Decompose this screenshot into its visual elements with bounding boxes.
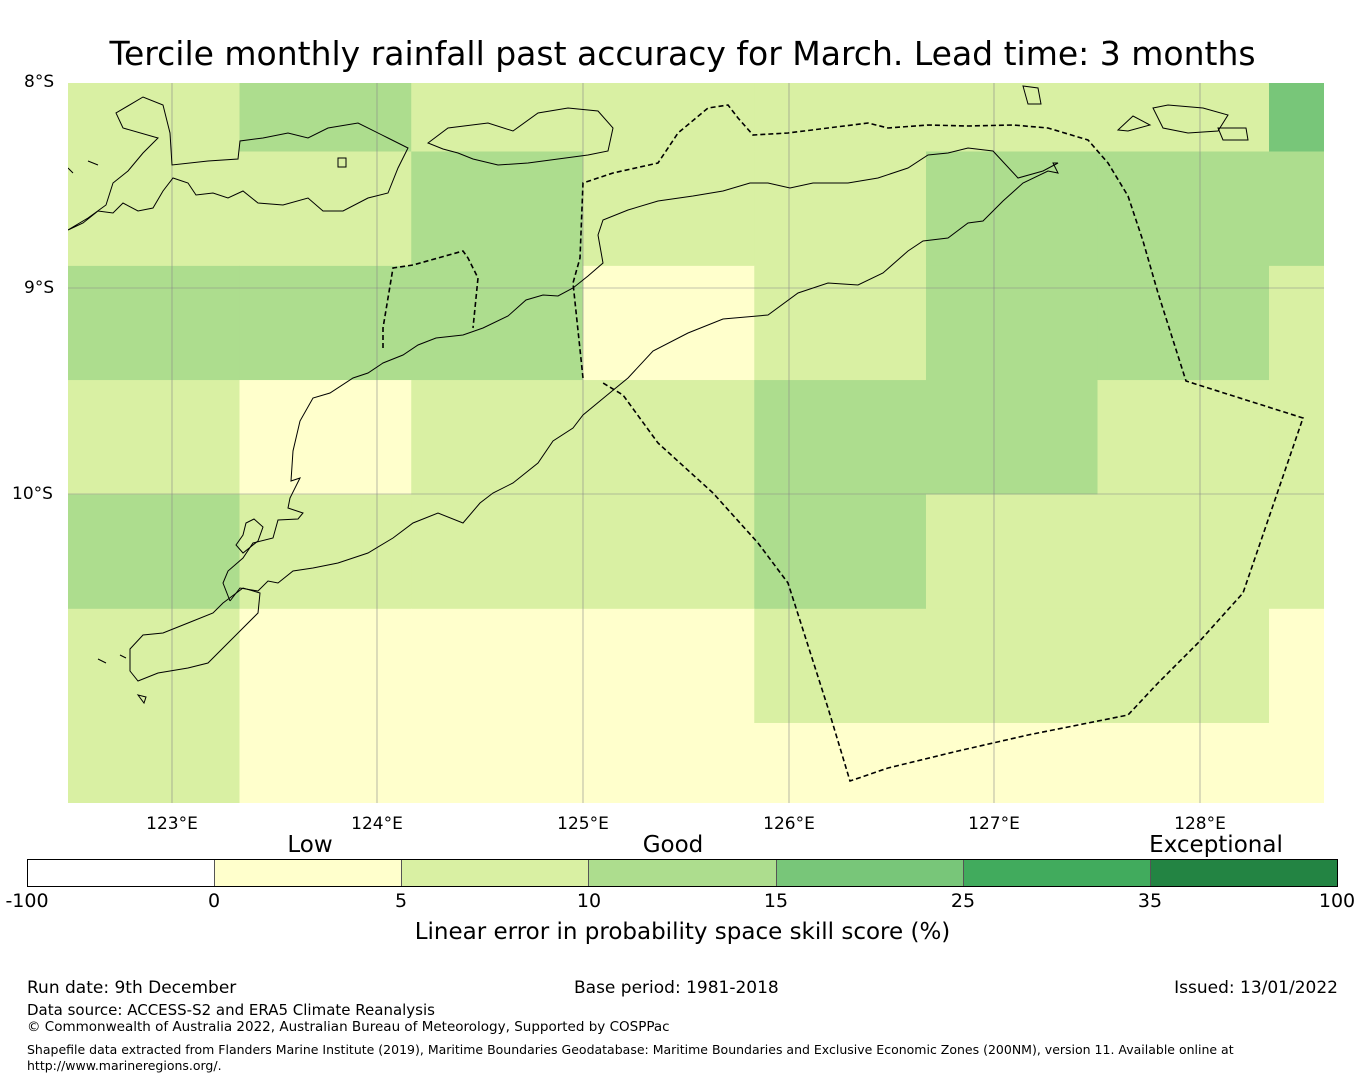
skill-cell (925, 83, 1099, 153)
data-source: Data source: ACCESS-S2 and ERA5 Climate … (27, 1001, 435, 1019)
colorbar-tick: 10 (576, 890, 602, 912)
skill-cell (411, 380, 584, 495)
skill-cell (925, 151, 1099, 267)
skill-cell (754, 494, 927, 610)
skill-cell (68, 608, 241, 724)
colorbar (27, 859, 1338, 887)
skill-cell (411, 608, 584, 724)
skill-cell (1097, 722, 1270, 803)
skill-cell (68, 380, 241, 495)
shapefile-credit-line2: http://www.marineregions.org/. (27, 1058, 222, 1073)
skill-cell (582, 380, 755, 495)
lon-label-124e: 124°E (351, 814, 403, 834)
colorbar-segment (963, 860, 1151, 886)
lat-label-8s: 8°S (24, 72, 55, 92)
skill-grid (68, 83, 1324, 803)
skill-cell (1269, 265, 1324, 381)
skill-cell (411, 83, 584, 153)
colorbar-segment (776, 860, 964, 886)
skill-cell (239, 265, 412, 381)
skill-cell (582, 265, 755, 381)
category-low: Low (287, 832, 333, 858)
skill-cell (925, 608, 1099, 724)
skill-cell (1097, 608, 1270, 724)
lon-label-125e: 125°E (557, 814, 609, 834)
skill-cell (411, 151, 584, 267)
skill-cell (582, 608, 755, 724)
lat-label-9s: 9°S (24, 278, 55, 298)
skill-cell (1269, 151, 1324, 267)
skill-cell (925, 265, 1099, 381)
skill-cell (68, 265, 241, 381)
lat-label-10s: 10°S (12, 484, 53, 504)
colorbar-label: Linear error in probability space skill … (414, 919, 951, 945)
lon-label-128e: 128°E (1174, 814, 1226, 834)
skill-cell (68, 722, 241, 803)
map-title: Tercile monthly rainfall past accuracy f… (109, 34, 1256, 73)
colorbar-tick: 5 (394, 890, 408, 912)
colorbar-segment (1150, 860, 1337, 886)
skill-cell (925, 722, 1099, 803)
lon-label-126e: 126°E (763, 814, 815, 834)
skill-cell (582, 494, 755, 610)
skill-cell (754, 83, 927, 153)
base-period: Base period: 1981-2018 (574, 978, 779, 998)
skill-cell (239, 722, 412, 803)
skill-cell (1097, 83, 1270, 153)
skill-cell (754, 608, 927, 724)
skill-cell (239, 83, 412, 153)
colorbar-segment (28, 860, 216, 886)
skill-cell (925, 494, 1099, 610)
skill-cell (754, 380, 927, 495)
shapefile-credit-line1: Shapefile data extracted from Flanders M… (27, 1042, 1234, 1057)
skill-cell (754, 722, 927, 803)
skill-cell (239, 380, 412, 495)
colorbar-tick: -100 (5, 890, 49, 912)
lon-label-123e: 123°E (146, 814, 198, 834)
skill-cell (239, 608, 412, 724)
colorbar-tick: 15 (763, 890, 789, 912)
skill-cell (1269, 83, 1324, 153)
skill-cell (68, 151, 241, 267)
skill-cell (1097, 265, 1270, 381)
issued-date: Issued: 13/01/2022 (1174, 978, 1338, 998)
skill-cell (1097, 151, 1270, 267)
skill-cell (411, 722, 584, 803)
coastlines (68, 85, 1249, 705)
colorbar-segment (589, 860, 777, 886)
skill-cell (1269, 722, 1324, 803)
eez-boundary (382, 104, 1305, 783)
skill-cell (754, 265, 927, 381)
colorbar-tick: 0 (207, 890, 221, 912)
skill-map (68, 83, 1324, 803)
category-good: Good (642, 832, 704, 858)
category-exceptional: Exceptional (1149, 832, 1283, 858)
lon-label-127e: 127°E (968, 814, 1020, 834)
colorbar-tick: 35 (1137, 890, 1163, 912)
skill-cell (1269, 608, 1324, 724)
copyright: © Commonwealth of Australia 2022, Austra… (27, 1019, 670, 1035)
skill-cell (925, 380, 1099, 495)
skill-cell (582, 151, 755, 267)
colorbar-tick: 25 (950, 890, 976, 912)
run-date: Run date: 9th December (27, 978, 237, 998)
skill-cell (1097, 380, 1270, 495)
colorbar-tick: 100 (1318, 890, 1356, 912)
skill-cell (411, 265, 584, 381)
skill-cell (582, 83, 755, 153)
skill-cell (582, 722, 755, 803)
skill-cell (1097, 494, 1270, 610)
skill-cell (68, 494, 241, 610)
skill-cell (239, 151, 412, 267)
skill-cell (754, 151, 927, 267)
skill-cell (1269, 494, 1324, 610)
skill-cell (68, 83, 241, 153)
colorbar-segment (215, 860, 403, 886)
skill-cell (239, 494, 412, 610)
colorbar-segment (402, 860, 590, 886)
skill-cell (411, 494, 584, 610)
